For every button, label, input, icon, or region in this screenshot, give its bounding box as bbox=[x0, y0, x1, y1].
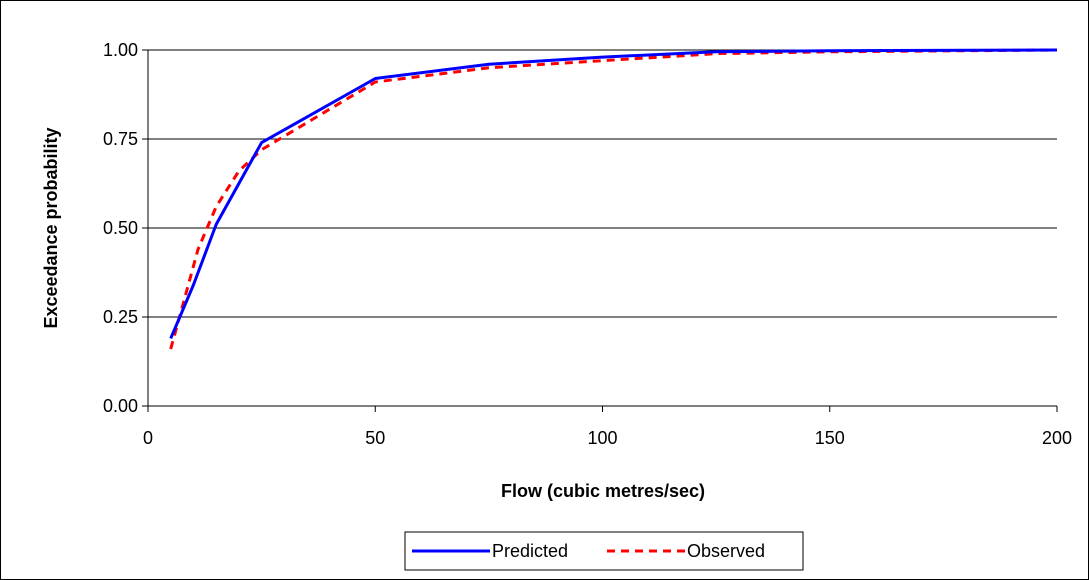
x-axis-title: Flow (cubic metres/sec) bbox=[501, 481, 705, 501]
y-tick-label: 0.00 bbox=[103, 396, 138, 416]
x-tick-label: 50 bbox=[365, 428, 385, 448]
x-tick-label: 200 bbox=[1042, 428, 1072, 448]
x-tick-label: 100 bbox=[587, 428, 617, 448]
x-tick-label: 150 bbox=[815, 428, 845, 448]
series-line-observed bbox=[169, 48, 1058, 350]
y-tick-label: 0.75 bbox=[103, 129, 138, 149]
tick-labels: 0.00 0.25 0.50 0.75 1.00 0 50 100 150 200 bbox=[103, 40, 1072, 448]
gridlines bbox=[148, 49, 1057, 318]
legend-label-predicted: Predicted bbox=[492, 541, 568, 561]
axes bbox=[142, 49, 1058, 412]
y-tick-label: 0.25 bbox=[103, 307, 138, 327]
series-line-predicted bbox=[169, 48, 1058, 339]
legend: Predicted Observed bbox=[404, 531, 804, 571]
y-axis-title: Exceedance probability bbox=[41, 127, 61, 328]
x-tick-label: 0 bbox=[143, 428, 153, 448]
legend-label-observed: Observed bbox=[687, 541, 765, 561]
y-tick-label: 1.00 bbox=[103, 40, 138, 60]
plot-series bbox=[169, 48, 1058, 350]
y-tick-label: 0.50 bbox=[103, 218, 138, 238]
